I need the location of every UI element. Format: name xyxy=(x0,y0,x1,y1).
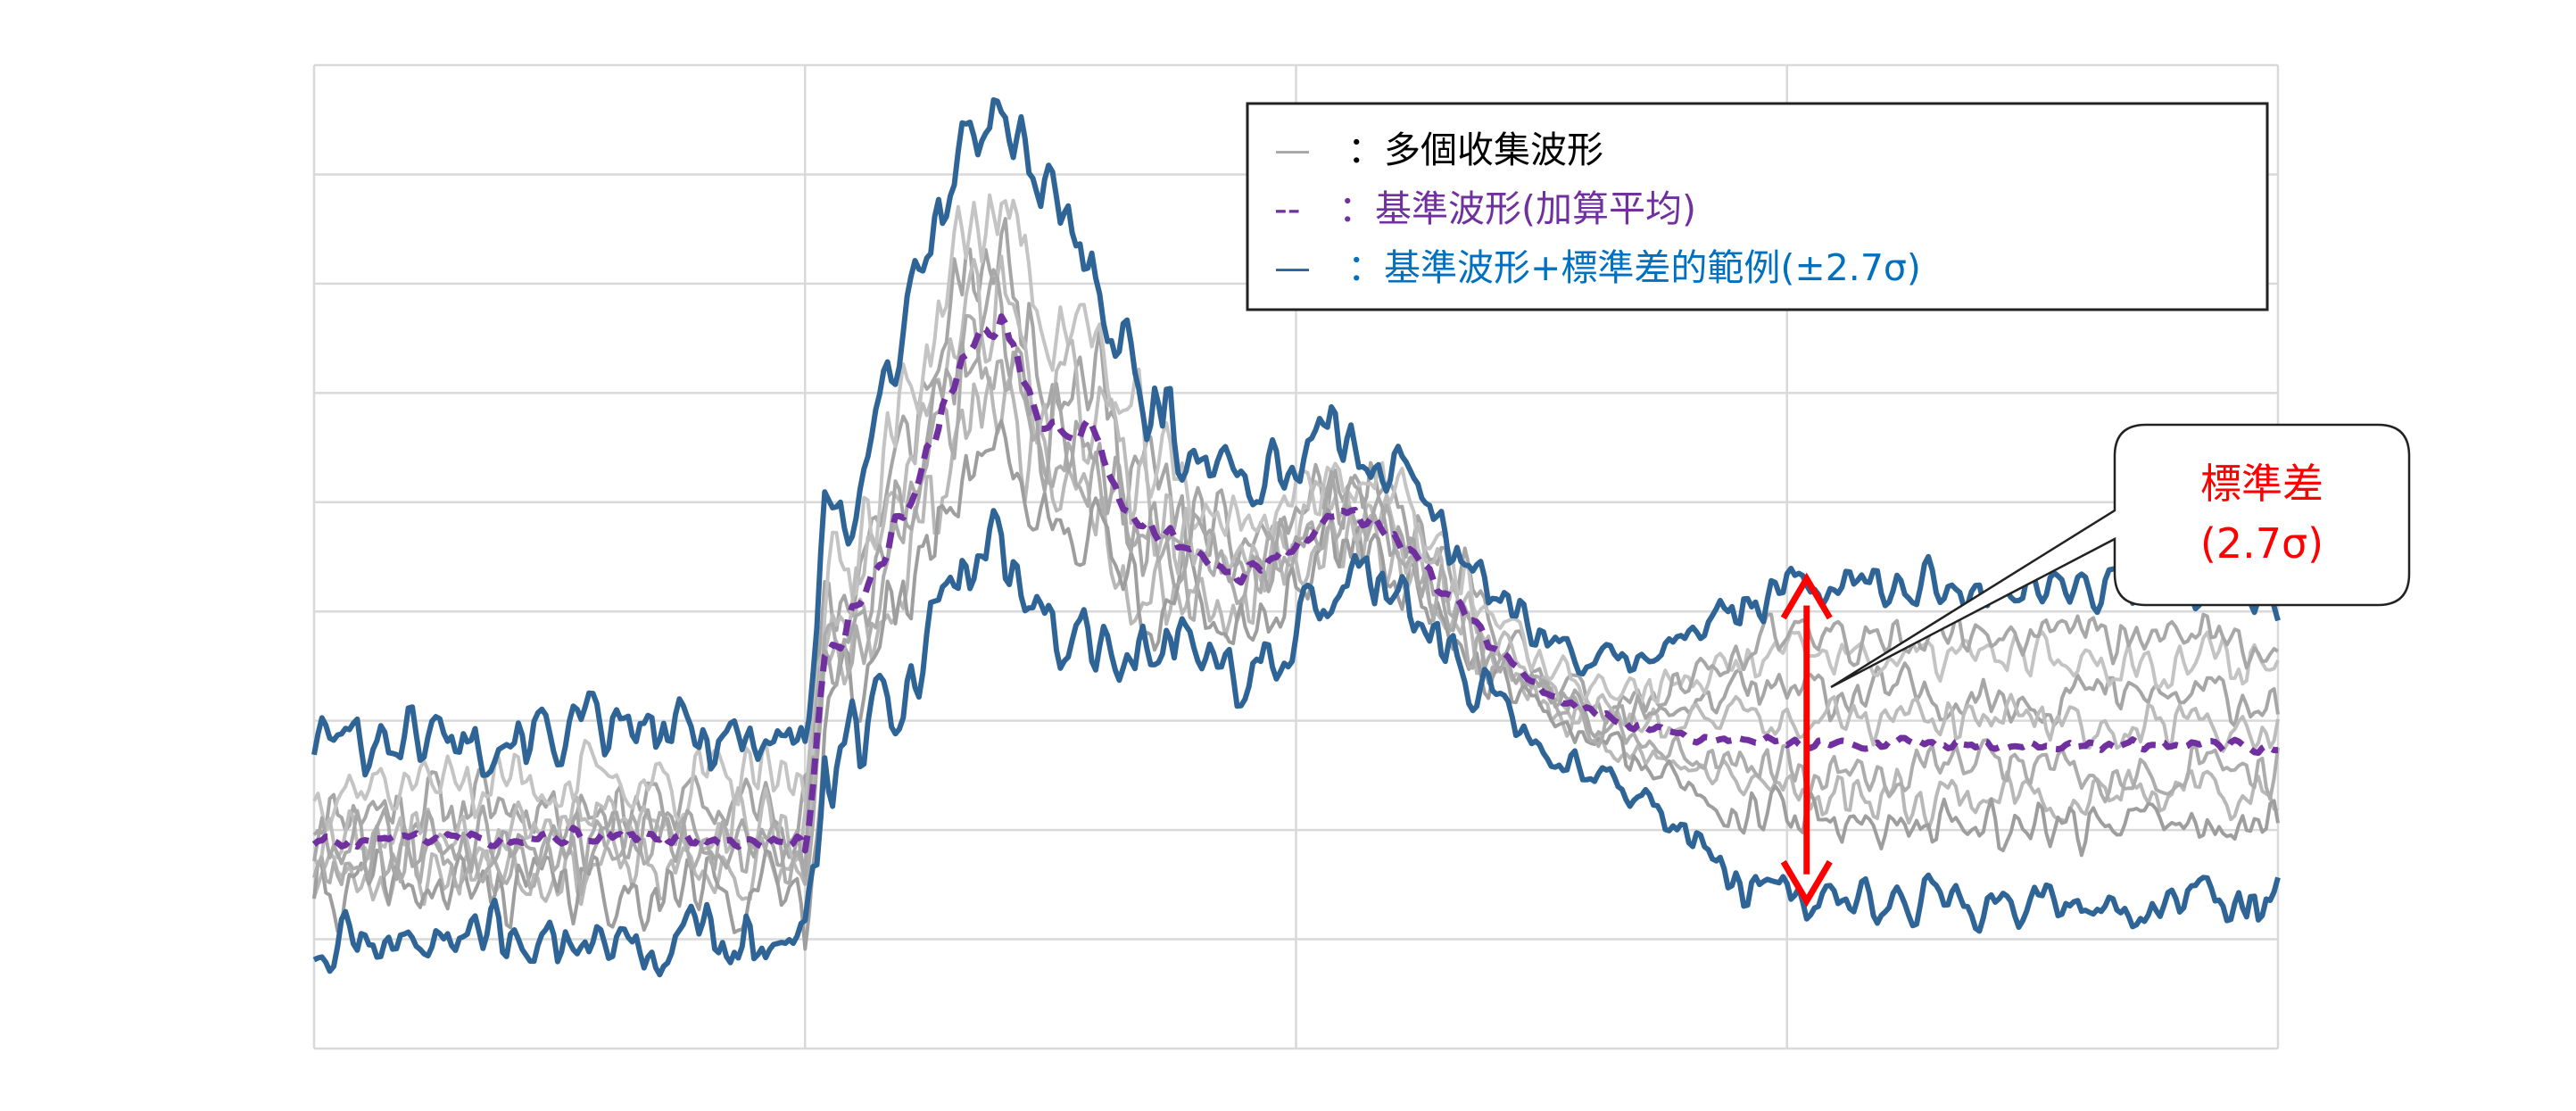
legend-swatch-collected: — xyxy=(1274,129,1311,171)
reference-waveform-group xyxy=(311,313,2279,854)
legend-box xyxy=(1246,102,2269,311)
arrow-head-top xyxy=(1780,572,1833,620)
arrow-head-bottom xyxy=(1780,859,1833,908)
legend-swatch-band: — xyxy=(1274,246,1311,289)
lower-band-line xyxy=(312,508,2281,978)
collected-waveform-line xyxy=(312,254,2280,867)
std-dev-arrow xyxy=(1780,572,1833,908)
legend-label-collected: ：多個收集波形 xyxy=(1347,129,1603,171)
reference-waveform xyxy=(311,313,2279,854)
legend-swatch-reference: -- xyxy=(1274,187,1301,230)
legend-label-reference: ：基準波形(加算平均) xyxy=(1338,187,1696,230)
std-dev-annotation: 標準差 (2.7σ) xyxy=(1830,423,2411,689)
upper-band-line xyxy=(311,97,2281,778)
legend: — ：多個收集波形 -- ：基準波形(加算平均) — ：基準波形+標準差的範例(… xyxy=(1246,102,2269,311)
collected-waveform-line xyxy=(312,419,2280,951)
collected-waveform-line xyxy=(312,268,2280,882)
callout-bubble xyxy=(1830,423,2411,689)
band-lines xyxy=(311,97,2281,978)
collected-waveforms xyxy=(312,193,2280,951)
callout-line1: 標準差 xyxy=(2200,460,2323,508)
callout-line2: (2.7σ) xyxy=(2200,519,2323,568)
legend-label-band: ：基準波形+標準差的範例(±2.7σ) xyxy=(1347,246,1921,289)
